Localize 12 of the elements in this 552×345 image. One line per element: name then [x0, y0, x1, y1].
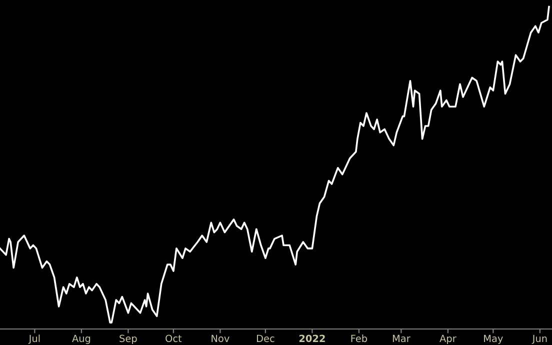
x-tick-label: May: [484, 334, 503, 344]
x-tick-label: Dec: [256, 334, 274, 342]
x-tick-label: Apr: [440, 334, 456, 344]
x-tick-label: Oct: [166, 334, 182, 342]
x-tick-label: Sep: [120, 334, 137, 344]
x-tick-label: Nov: [212, 334, 230, 342]
x-tick-label: Mar: [392, 334, 410, 342]
x-tick-label: Jul: [28, 334, 40, 344]
x-tick-label: Aug: [72, 334, 90, 344]
x-tick-label: Feb: [351, 334, 368, 342]
x-tick-label: 2022: [299, 334, 325, 342]
x-tick-label: Jun: [532, 334, 547, 344]
